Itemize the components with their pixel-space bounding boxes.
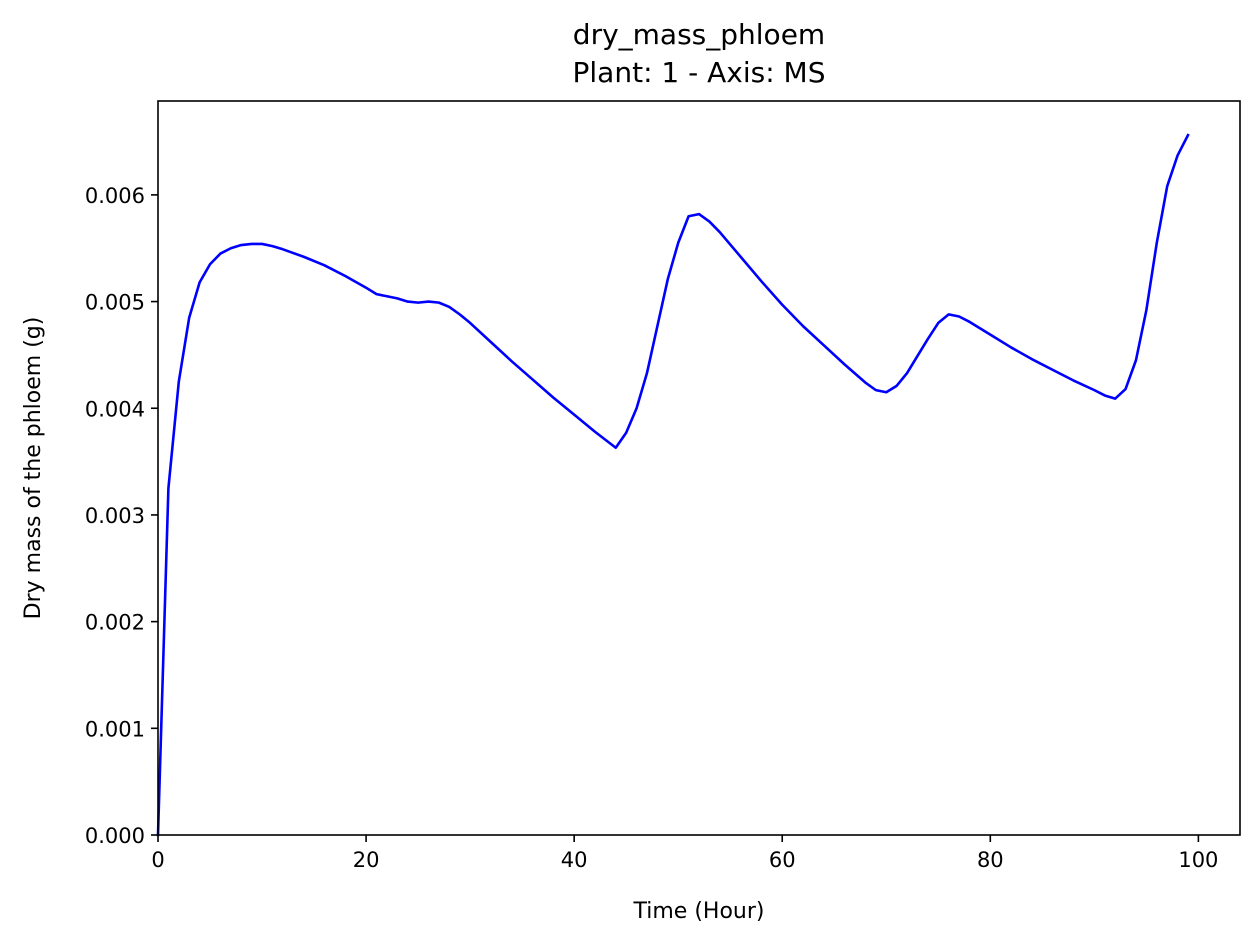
y-axis-label: Dry mass of the phloem (g) [21,317,46,620]
y-tick-label: 0.002 [85,611,145,635]
x-tick-label: 40 [561,848,588,872]
axes-layer: 0 20 40 60 80 100 0.000 0.001 0.002 0.003 0.004 0.0… [85,184,1219,872]
chart-subtitle: Plant: 1 - Axis: MS [573,56,826,89]
x-tick-label: 0 [151,848,164,872]
y-tick-label: 0.005 [85,291,145,315]
chart-title-group: dry_mass_phloem Plant: 1 - Axis: MS [573,18,826,89]
x-tick-label: 80 [977,848,1004,872]
y-tick-label: 0.001 [85,717,145,741]
y-tick-label: 0.006 [85,184,145,208]
chart-title: dry_mass_phloem [573,18,825,51]
x-tick-label: 60 [769,848,796,872]
x-axis-label: Time (Hour) [633,899,765,924]
y-tick-label: 0.004 [85,397,145,421]
y-tick-label: 0.003 [85,504,145,528]
plot-frame [157,100,1241,836]
x-tick-label: 20 [353,848,380,872]
series-layer [156,133,1190,837]
series-line [156,133,1190,837]
y-tick-label: 0.000 [85,824,145,848]
x-tick-label: 100 [1178,848,1218,872]
